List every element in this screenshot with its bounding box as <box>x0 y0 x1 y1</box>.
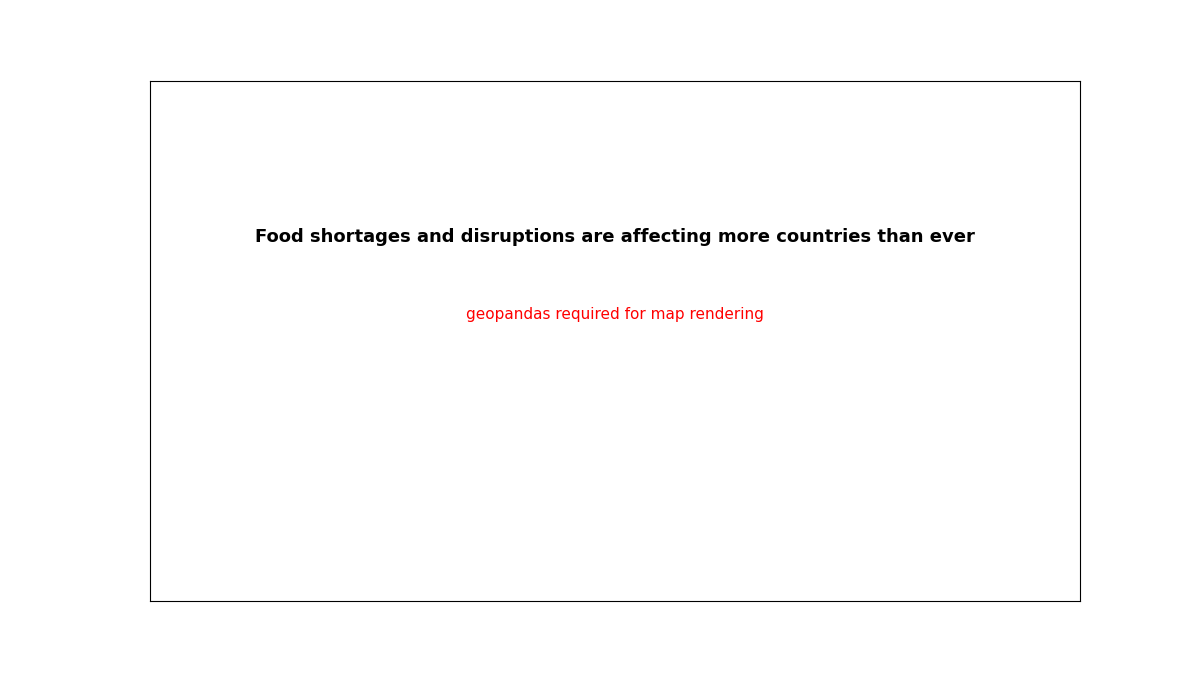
Text: Food shortages and disruptions are affecting more countries than ever: Food shortages and disruptions are affec… <box>256 228 974 246</box>
Text: geopandas required for map rendering: geopandas required for map rendering <box>466 307 764 323</box>
